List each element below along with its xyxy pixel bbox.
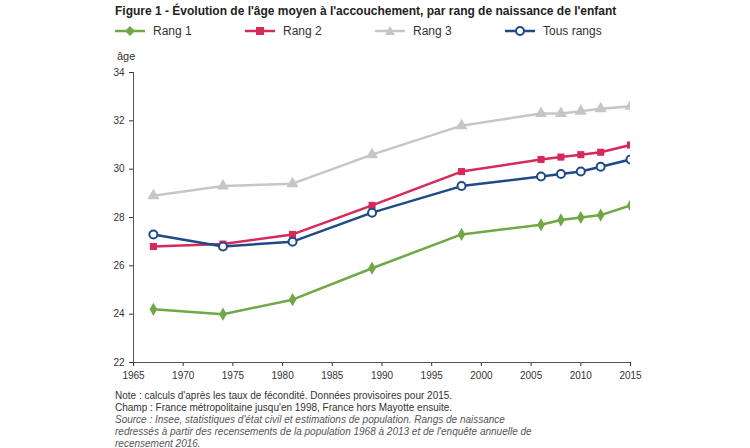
html-text:âge: âge — [117, 50, 136, 62]
svg-text:1975: 1975 — [222, 370, 245, 381]
svg-text:2010: 2010 — [570, 370, 593, 381]
svg-text:1970: 1970 — [172, 370, 195, 381]
svg-text:2005: 2005 — [520, 370, 543, 381]
svg-text:1990: 1990 — [371, 370, 394, 381]
html-text:Tous rangs: Tous rangs — [543, 24, 602, 38]
svg-text:26: 26 — [113, 260, 125, 271]
svg-text:28: 28 — [113, 212, 125, 223]
svg-text:1980: 1980 — [271, 370, 294, 381]
svg-text:32: 32 — [113, 115, 125, 126]
html-text:Champ : France métropolitaine: Champ : France métropolitaine jusqu'en 1… — [115, 402, 453, 413]
html-text:Rang 1: Rang 1 — [153, 24, 192, 38]
html-text:Rang 2: Rang 2 — [283, 24, 322, 38]
svg-text:1965: 1965 — [122, 370, 145, 381]
html-text:Note : calculs d'après les tau: Note : calculs d'après les taux de fécon… — [115, 390, 453, 401]
html-text:Source : Insee, statistiques d: Source : Insee, statistiques d'état civi… — [115, 414, 532, 448]
svg-text:30: 30 — [113, 163, 125, 174]
html-text:Figure 1 - Évolution de l'âge: Figure 1 - Évolution de l'âge moyen à l'… — [115, 4, 617, 18]
svg-text:1985: 1985 — [321, 370, 344, 381]
svg-text:2015: 2015 — [619, 370, 642, 381]
svg-text:34: 34 — [113, 67, 125, 78]
svg-text:22: 22 — [113, 357, 125, 368]
svg-text:1995: 1995 — [421, 370, 444, 381]
html-text:Rang 3: Rang 3 — [413, 24, 452, 38]
svg-text:24: 24 — [113, 308, 125, 319]
svg-text:2000: 2000 — [470, 370, 493, 381]
